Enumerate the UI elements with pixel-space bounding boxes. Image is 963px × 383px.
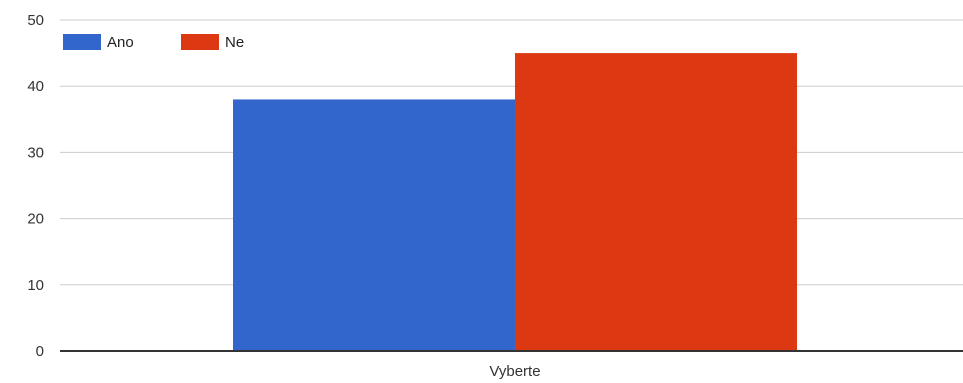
legend-item-ano: Ano: [63, 34, 134, 51]
y-tick-label-40: 40: [27, 78, 44, 95]
legend-item-ne: Ne: [181, 34, 244, 51]
legend-swatch-ano: [63, 34, 101, 50]
y-tick-label-30: 30: [27, 144, 44, 161]
y-tick-label-20: 20: [27, 211, 44, 228]
bars: [233, 53, 797, 351]
y-tick-label-50: 50: [27, 12, 44, 29]
bar-ano-vyberte: [233, 99, 515, 351]
legend-swatch-ne: [181, 34, 219, 50]
legend-label-ne: Ne: [225, 34, 244, 51]
bar-ne-vyberte: [515, 53, 797, 351]
legend-label-ano: Ano: [107, 34, 134, 51]
y-axis-tick-labels: 0 10 20 30 40 50: [27, 12, 44, 360]
x-tick-label-vyberte: Vyberte: [489, 363, 540, 380]
x-axis: Vyberte: [60, 350, 963, 380]
y-tick-label-0: 0: [36, 343, 44, 360]
legend: Ano Ne: [63, 34, 244, 51]
y-tick-label-10: 10: [27, 277, 44, 294]
